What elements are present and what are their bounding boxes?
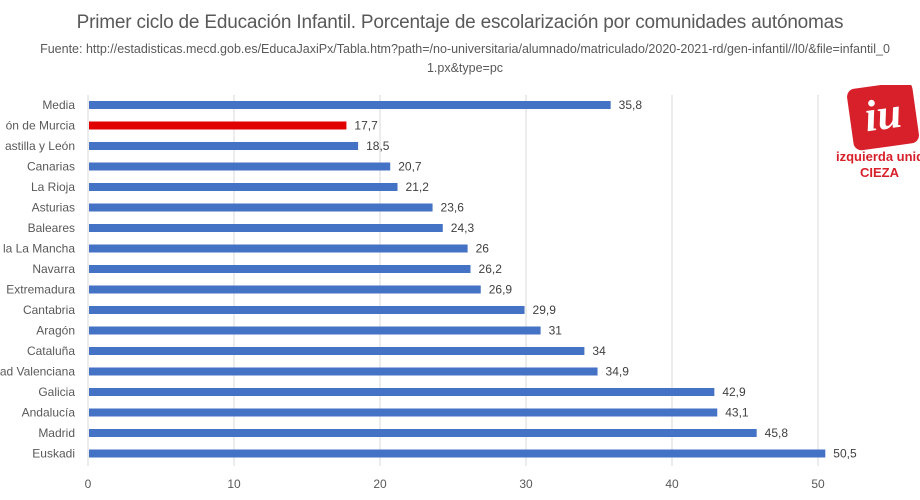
category-label: ad Valenciana xyxy=(0,365,75,379)
logo-mark: iu xyxy=(846,85,920,152)
category-label: Euskadi xyxy=(32,447,75,461)
bar xyxy=(89,224,443,232)
bar xyxy=(89,183,398,191)
bar xyxy=(89,347,585,355)
bar xyxy=(89,449,826,458)
bar xyxy=(89,142,359,150)
data-label: 31 xyxy=(549,324,563,338)
bar xyxy=(89,388,715,396)
bar xyxy=(89,429,757,437)
bar xyxy=(89,306,525,314)
category-label: Madrid xyxy=(38,426,75,440)
data-label: 29,9 xyxy=(533,303,557,317)
category-label: Cantabria xyxy=(23,303,75,317)
bar xyxy=(89,121,347,130)
data-label: 18,5 xyxy=(366,139,390,153)
category-label: astilla y León xyxy=(5,139,75,153)
data-label: 17,7 xyxy=(354,119,378,133)
category-label: Canarias xyxy=(27,160,75,174)
category-label: Navarra xyxy=(32,262,75,276)
x-tick-label: 0 xyxy=(85,477,92,491)
data-label: 42,9 xyxy=(722,385,746,399)
bar xyxy=(89,203,433,212)
x-tick-label: 20 xyxy=(373,477,387,491)
bar xyxy=(89,162,391,171)
bar xyxy=(89,367,598,376)
data-label: 34,9 xyxy=(606,365,630,379)
bar xyxy=(89,101,611,109)
data-label: 24,3 xyxy=(451,221,475,235)
category-label: Andalucía xyxy=(22,406,76,420)
data-label: 35,8 xyxy=(619,98,643,112)
x-tick-label: 10 xyxy=(227,477,241,491)
data-label: 34 xyxy=(592,344,606,358)
category-label: ón de Murcia xyxy=(6,119,76,133)
data-label: 20,7 xyxy=(398,160,422,174)
x-tick-label: 50 xyxy=(811,477,825,491)
category-label: Asturias xyxy=(32,201,75,215)
category-label: la La Mancha xyxy=(3,242,75,256)
data-label: 45,8 xyxy=(765,426,789,440)
category-label: Baleares xyxy=(28,221,75,235)
bar xyxy=(89,285,481,294)
category-label: La Rioja xyxy=(31,180,75,194)
logo-text-2: CIEZA xyxy=(860,165,899,180)
izquierda-unida-logo: iu izquierda unida- CIEZA xyxy=(836,85,920,185)
chart-title: Primer ciclo de Educación Infantil. Porc… xyxy=(76,12,844,33)
bar xyxy=(89,265,471,273)
bar xyxy=(89,244,468,253)
category-label: Cataluña xyxy=(27,344,75,358)
chart-subtitle: Fuente: http://estadisticas.mecd.gob.es/… xyxy=(40,42,890,75)
category-label: Extremadura xyxy=(6,283,75,297)
bar xyxy=(89,326,541,335)
logo-text: izquierda unida- xyxy=(836,149,920,164)
data-label: 26,9 xyxy=(489,283,513,297)
x-tick-label: 30 xyxy=(519,477,533,491)
data-label: 26 xyxy=(476,242,490,256)
category-label: Aragón xyxy=(36,324,75,338)
data-label: 26,2 xyxy=(479,262,503,276)
category-label: Media xyxy=(42,98,75,112)
category-label: Galicia xyxy=(38,385,75,399)
x-tick-label: 40 xyxy=(665,477,679,491)
data-label: 21,2 xyxy=(406,180,430,194)
bar xyxy=(89,408,718,417)
data-label: 50,5 xyxy=(833,447,857,461)
data-label: 23,6 xyxy=(441,201,465,215)
data-label: 43,1 xyxy=(725,406,749,420)
